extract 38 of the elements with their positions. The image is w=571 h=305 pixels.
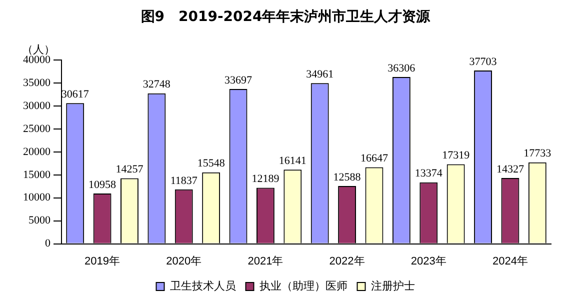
- y-tick-label: 5000: [28, 214, 51, 227]
- y-tick-label: 0: [45, 238, 51, 250]
- chart-title: 图9 2019-2024年年末泸州市卫生人才资源: [140, 8, 432, 26]
- y-tick-label: 35000: [23, 76, 51, 89]
- data-label: 13374: [414, 168, 443, 180]
- legend-label: 卫生技术人员: [170, 279, 236, 292]
- x-tick-label: 2021年: [248, 255, 284, 268]
- x-tick-label: 2023年: [410, 255, 446, 268]
- data-label: 12189: [252, 173, 280, 186]
- y-tick-label: 20000: [23, 146, 51, 158]
- data-label: 16647: [360, 152, 388, 165]
- data-label: 17319: [442, 150, 470, 162]
- data-label: 32748: [142, 78, 171, 91]
- data-label: 36306: [388, 62, 416, 74]
- data-label: 12588: [333, 171, 362, 184]
- x-tick-label: 2020年: [166, 255, 202, 268]
- y-tick-label: 40000: [23, 54, 51, 66]
- data-label: 15548: [197, 158, 226, 170]
- data-label: 30617: [61, 88, 90, 101]
- legend-label: 执业（助理）医师: [259, 279, 348, 292]
- data-label: 11837: [170, 174, 198, 187]
- y-axis-title: （人）: [22, 42, 55, 56]
- data-label: 17733: [524, 148, 552, 160]
- data-label: 16141: [278, 155, 306, 168]
- data-label: 10958: [88, 178, 117, 191]
- data-label: 14257: [116, 164, 144, 176]
- y-tick-label: 30000: [23, 100, 51, 112]
- legend-label: 注册护士: [370, 279, 415, 292]
- x-tick-label: 2022年: [329, 255, 365, 268]
- y-tick-label: 15000: [23, 168, 51, 181]
- x-tick-label: 2024年: [492, 255, 528, 268]
- y-tick-label: 25000: [23, 122, 51, 135]
- data-label: 14327: [496, 163, 524, 176]
- data-label: 33697: [224, 74, 253, 86]
- data-label: 37703: [469, 56, 498, 68]
- data-label: 34961: [306, 68, 334, 81]
- x-tick-label: 2019年: [84, 255, 120, 268]
- y-tick-label: 10000: [23, 192, 51, 204]
